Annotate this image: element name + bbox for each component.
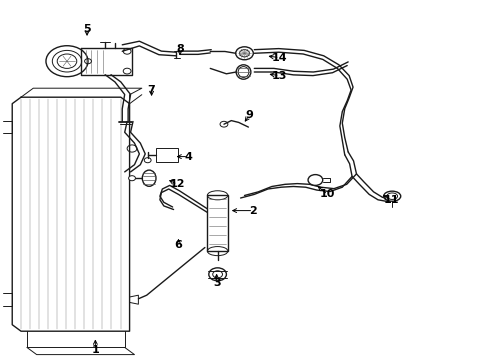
Bar: [207, 195, 227, 251]
Text: 14: 14: [271, 53, 287, 63]
Text: 11: 11: [383, 195, 398, 205]
Ellipse shape: [142, 170, 156, 186]
Ellipse shape: [383, 191, 400, 201]
Text: 1: 1: [91, 345, 99, 355]
Text: 8: 8: [176, 44, 183, 54]
Text: 6: 6: [174, 240, 182, 250]
Circle shape: [208, 268, 226, 281]
Text: 13: 13: [271, 71, 287, 81]
Ellipse shape: [236, 65, 250, 79]
Text: 5: 5: [83, 24, 91, 34]
Text: 3: 3: [212, 278, 220, 288]
Text: 2: 2: [249, 206, 257, 216]
Circle shape: [307, 175, 322, 185]
Text: 9: 9: [245, 110, 253, 120]
Bar: [156, 148, 178, 162]
Text: 12: 12: [169, 179, 185, 189]
Text: 10: 10: [319, 189, 335, 199]
Text: 4: 4: [184, 152, 192, 162]
Circle shape: [128, 176, 135, 181]
Circle shape: [235, 47, 253, 60]
Text: 7: 7: [147, 85, 155, 95]
